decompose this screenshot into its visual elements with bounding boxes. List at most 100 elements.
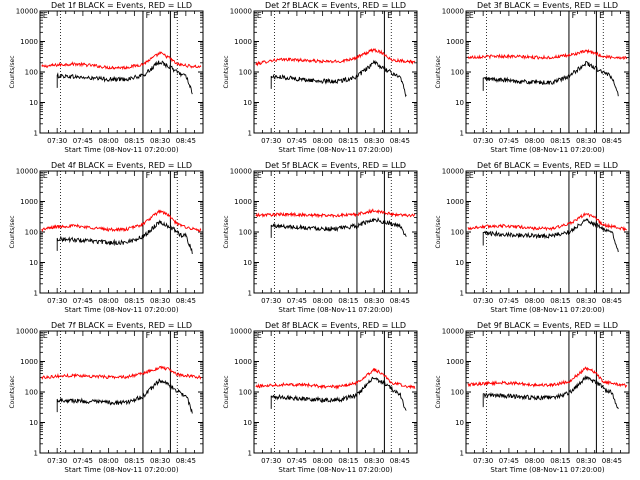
panel-title: Det 9f BLACK = Events, RED = LLD (477, 321, 618, 330)
x-tick-label: 08:15 (338, 457, 358, 465)
y-axis-label: Counts/sec (9, 215, 16, 248)
x-tick-label: 08:00 (313, 297, 333, 305)
interval-marker: F (572, 171, 577, 180)
interval-marker: E (43, 331, 48, 340)
x-axis-label: Start Time (08-Nov-11 07:20:00) (490, 306, 604, 314)
x-tick-label: 07:30 (261, 457, 281, 465)
x-tick-label: 08:30 (364, 297, 384, 305)
y-tick-label: 100 (451, 69, 464, 77)
x-tick-label: 07:45 (499, 457, 519, 465)
panel-title: Det 7f BLACK = Events, RED = LLD (51, 321, 192, 330)
y-axis-label: Counts/sec (223, 215, 230, 248)
y-tick-label: 10 (455, 259, 464, 267)
y-tick-label: 1000 (446, 198, 464, 206)
y-axis-label: Counts/sec (9, 55, 16, 88)
series-line (482, 60, 619, 97)
y-tick-label: 100 (451, 389, 464, 397)
series-line (255, 208, 416, 219)
y-tick-label: 10 (243, 99, 252, 107)
interval-marker: E (173, 171, 178, 180)
y-tick-label: 10000 (16, 168, 38, 176)
plot-frame (39, 330, 204, 454)
y-tick-label: 100 (451, 229, 464, 237)
y-tick-label: 1000 (234, 358, 252, 366)
x-tick-label: 08:45 (390, 297, 410, 305)
y-tick-label: 1000 (20, 38, 38, 46)
x-tick-label: 07:45 (73, 297, 93, 305)
x-tick-label: 08:00 (313, 457, 333, 465)
y-tick-label: 10000 (16, 8, 38, 16)
y-axis-label: Counts/sec (435, 375, 442, 408)
series-line (270, 376, 407, 411)
series-line (482, 218, 619, 253)
panel-title: Det 3f BLACK = Events, RED = LLD (477, 1, 618, 10)
y-axis-label: Counts/sec (223, 375, 230, 408)
y-tick-label: 1 (248, 130, 252, 138)
y-axis-label: Counts/sec (435, 215, 442, 248)
x-axis-label: Start Time (08-Nov-11 07:20:00) (64, 466, 178, 474)
y-tick-label: 100 (239, 69, 252, 77)
y-axis-label: Counts/sec (9, 375, 16, 408)
x-tick-label: 08:00 (99, 457, 119, 465)
panel-title: Det 8f BLACK = Events, RED = LLD (265, 321, 406, 330)
y-tick-label: 10000 (230, 8, 252, 16)
interval-marker: E (469, 171, 474, 180)
x-tick-label: 07:30 (261, 137, 281, 145)
interval-marker: F (146, 331, 151, 340)
series-line (41, 209, 202, 233)
x-axis-label: Start Time (08-Nov-11 07:20:00) (490, 146, 604, 154)
interval-marker: E (599, 11, 604, 20)
y-tick-label: 10 (29, 99, 38, 107)
interval-marker: E (599, 331, 604, 340)
series-line (270, 217, 407, 238)
x-tick-label: 07:45 (499, 297, 519, 305)
y-tick-label: 1 (460, 130, 464, 138)
series-line (41, 365, 202, 380)
x-tick-label: 07:45 (287, 297, 307, 305)
detector-panel: Det 2f BLACK = Events, RED = LLD 1 10 100 10… (223, 1, 418, 154)
panel-title: Det 2f BLACK = Events, RED = LLD (265, 1, 406, 10)
y-tick-label: 1 (248, 450, 252, 458)
x-tick-label: 07:45 (287, 137, 307, 145)
interval-marker: F (572, 331, 577, 340)
y-tick-label: 100 (239, 229, 252, 237)
interval-marker: E (257, 171, 262, 180)
y-tick-label: 1 (34, 130, 38, 138)
x-tick-label: 08:45 (390, 457, 410, 465)
series-line (467, 366, 628, 389)
x-tick-label: 08:30 (364, 137, 384, 145)
series-line (467, 48, 627, 61)
x-tick-label: 08:00 (99, 297, 119, 305)
y-tick-label: 10 (455, 99, 464, 107)
x-tick-label: 08:15 (124, 137, 144, 145)
x-tick-label: 08:15 (338, 297, 358, 305)
interval-marker: E (43, 171, 48, 180)
detector-panel: Det 7f BLACK = Events, RED = LLD 1 10 100 10… (9, 321, 204, 474)
series-line (41, 50, 202, 71)
x-tick-label: 08:15 (550, 297, 570, 305)
y-tick-label: 1 (34, 450, 38, 458)
interval-marker: E (173, 331, 178, 340)
y-tick-label: 1 (460, 450, 464, 458)
y-tick-label: 1000 (234, 198, 252, 206)
x-tick-label: 08:45 (602, 297, 622, 305)
series-line (56, 60, 193, 95)
x-tick-label: 08:45 (176, 137, 196, 145)
interval-marker: F (360, 171, 365, 180)
x-tick-label: 07:30 (47, 457, 67, 465)
x-tick-label: 08:00 (525, 457, 545, 465)
interval-marker: F (360, 331, 365, 340)
x-tick-label: 07:30 (261, 297, 281, 305)
x-tick-label: 07:30 (473, 297, 493, 305)
interval-marker: E (43, 11, 48, 20)
interval-marker: F (146, 171, 151, 180)
x-tick-label: 08:15 (338, 137, 358, 145)
series-line (270, 59, 407, 98)
x-tick-label: 07:45 (499, 137, 519, 145)
x-tick-label: 08:30 (576, 457, 596, 465)
y-tick-label: 100 (25, 69, 38, 77)
y-tick-label: 10 (243, 419, 252, 427)
x-tick-label: 07:30 (47, 297, 67, 305)
interval-marker: E (257, 11, 262, 20)
